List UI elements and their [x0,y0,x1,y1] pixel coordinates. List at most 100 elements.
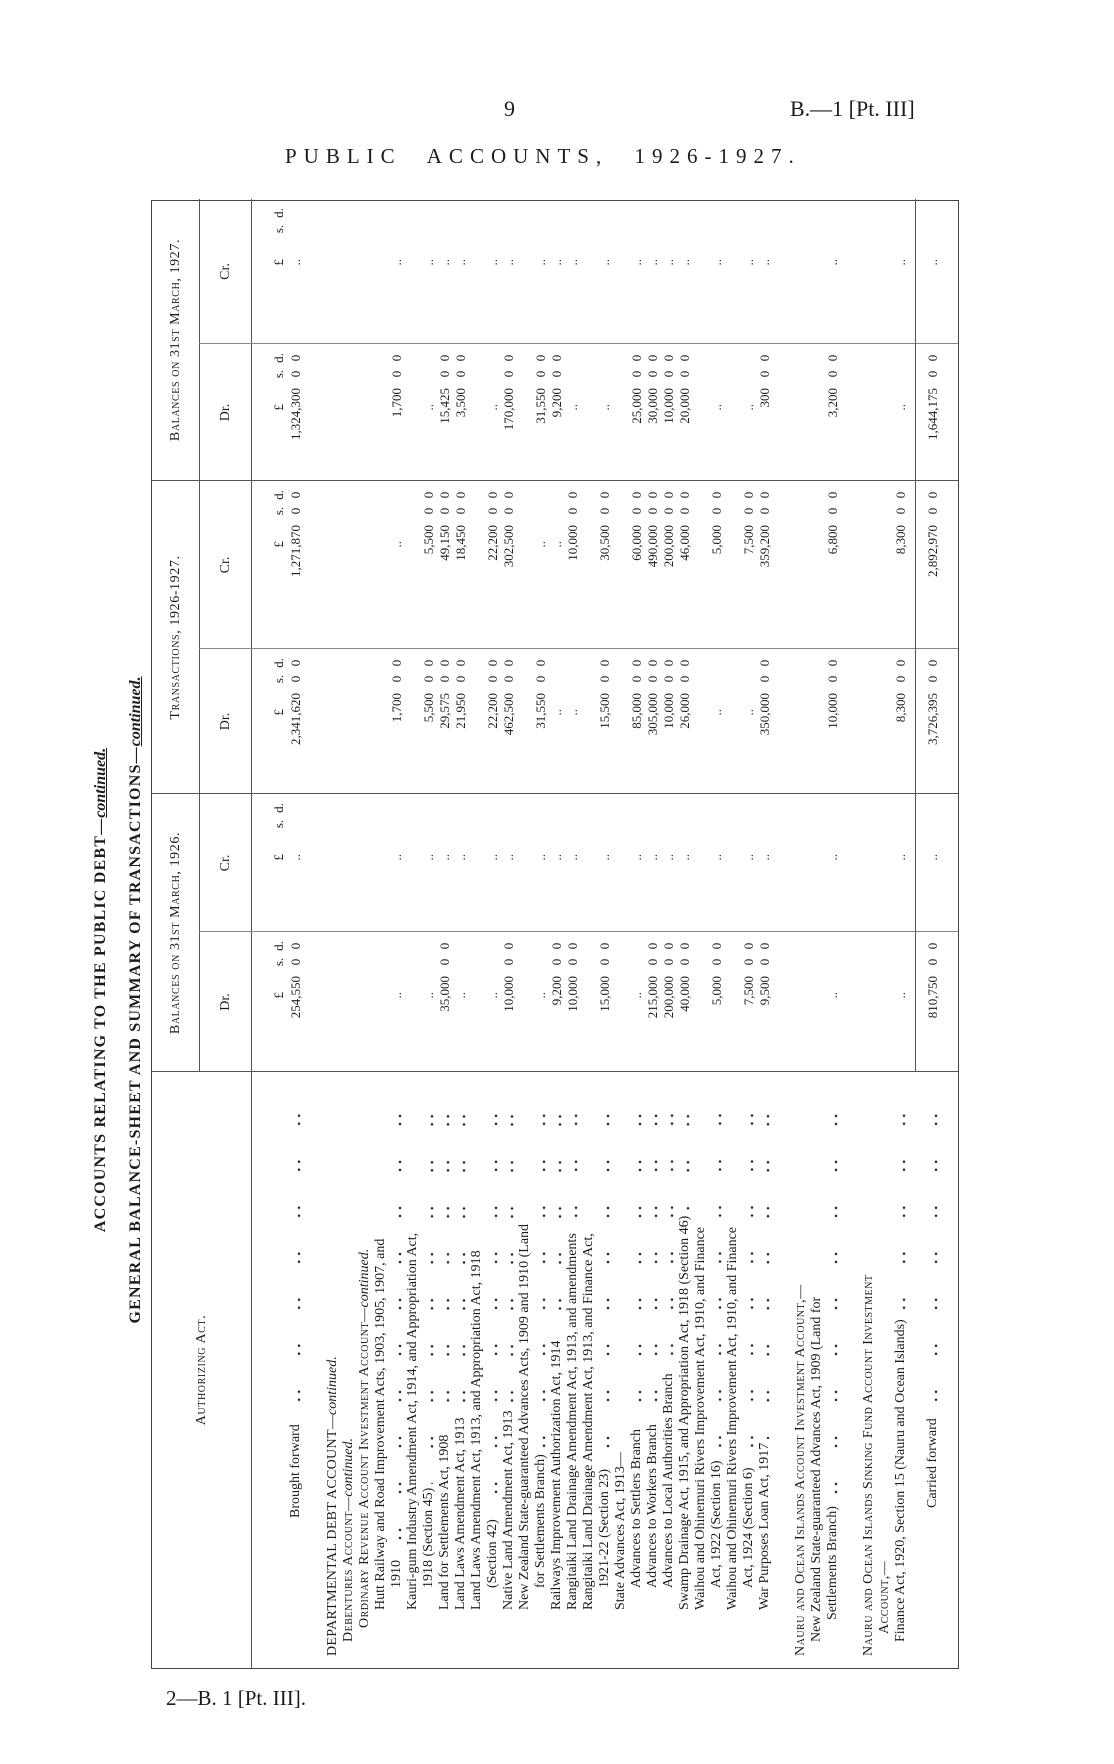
table-row-value: .. [677,259,692,266]
table-row-pence: 0 [389,659,404,667]
table-row-shillings: 0 [757,370,772,378]
header-group-2: Balances on 31st March, 1927. [167,238,183,442]
row-label: Nauru and Ocean Islands Account Investme… [793,1284,808,1656]
table-row-shillings: 0 [501,370,516,378]
dot-leader [925,1082,941,1415]
table-row-shillings: 0 [677,370,692,378]
table-row-pounds: 49,150 [437,525,452,561]
carried-forward-row-shillings: 0 [925,958,940,966]
table-row-value: .. [389,259,404,266]
table-row-shillings: 0 [661,958,676,966]
table-row-value: .. [709,259,724,266]
table-row-value: .. [421,854,436,861]
table-row-pence: 0 [709,491,724,499]
table-row-pence: 0 [661,942,676,950]
table-row-pounds: 60,000 [629,525,644,561]
table-row: Settlements Branch) [825,1078,841,1620]
table-heading-1: ACCOUNTS RELATING TO THE PUBLIC DEBT—con… [92,748,110,1232]
table-row-value: .. [741,854,756,861]
table-row: Railways Improvement Authorization Act, … [549,1078,565,1610]
dot-leader [533,1082,549,1451]
table-row-pence: 0 [453,491,468,499]
table-row-pounds: 1,700 [389,693,404,723]
unit-pence: d. [271,208,286,218]
dot-leader [825,1082,841,1503]
table-row-pounds: 46,000 [677,525,692,561]
unit-pounds: £ [271,404,286,411]
table-row-pounds: 10,000 [825,693,840,729]
table-row-pounds: 40,000 [677,976,692,1012]
row-label: Native Land Amendment Act, 1913 [501,1410,516,1610]
row-label: Railways Improvement Authorization Act, … [549,1340,564,1610]
table-row-pence: 0 [501,354,516,362]
table-row-pence: 0 [421,659,436,667]
table-row-value: .. [757,854,772,861]
table-row-shillings: 0 [565,507,580,515]
table-row-value: .. [565,404,580,411]
table-row-value: .. [485,404,500,411]
table-row-pounds: 3,500 [453,388,468,418]
carried-forward-row-pounds: 2,892,970 [925,525,940,577]
table-row-value: .. [389,541,404,548]
brought-forward-row-pounds: 2,341,620 [288,693,303,745]
table-row-value: .. [757,259,772,266]
carried-forward-row-pounds: 810,750 [925,976,940,1019]
table-row-shillings: 0 [661,675,676,683]
table-row-shillings: 0 [661,507,676,515]
table-row: Rangitaiki Land Drainage Amendment Act, … [565,1078,581,1610]
brought-forward-row-shillings: 0 [288,958,303,966]
row-label: Nauru and Ocean Islands Sinking Fund Acc… [861,1274,876,1656]
table-row: 1918 (Section 45) [421,1078,437,1588]
section-heading: Debentures Account— continued. [341,1078,357,1642]
table-row: Rangitaiki Land Drainage Amendment Act, … [581,1078,597,1610]
table-row-value: .. [421,992,436,999]
table-row: Native Land Amendment Act, 1913 [501,1078,517,1610]
table-row-pounds: 7,500 [741,525,756,555]
table-row-pence: 0 [645,354,660,362]
table-row-pence: 0 [533,354,548,362]
table-row-value: .. [709,854,724,861]
section-heading: State Advances Act, 1913— [613,1078,629,1610]
table-row-shillings: 0 [757,507,772,515]
brought-forward-row-pence: 0 [288,354,303,362]
table-row: for Settlements Branch) [533,1078,549,1588]
table-row-value: .. [533,992,548,999]
table-row-pence: 0 [549,354,564,362]
dot-leader [389,1082,405,1556]
table-row-value: .. [533,541,548,548]
table-row-shillings: 0 [501,507,516,515]
table-row-value: .. [709,404,724,411]
table-row-value: .. [501,854,516,861]
table-row-pounds: 5,000 [709,525,724,555]
table-row-shillings: 0 [597,675,612,683]
table-row-value: .. [597,404,612,411]
table-row-value: .. [501,259,516,266]
header-authorizing-act: Authorizing Act. [193,1314,209,1426]
table-row-pounds: 10,000 [501,976,516,1012]
page-title: PUBLIC ACCOUNTS, 1926-1927. [285,144,801,168]
table-row-value: .. [629,259,644,266]
dot-leader [485,1082,501,1516]
table-row-pounds: 25,000 [629,388,644,424]
table-row-shillings: 0 [437,675,452,683]
table-row-shillings: 0 [893,675,908,683]
table-row-shillings: 0 [549,370,564,378]
row-label: Debentures Account— [341,1496,356,1642]
row-label: Waihou and Ohinemuri Rivers Improvement … [693,1226,708,1610]
unit-pence: d. [271,658,286,668]
carried-forward-row-pounds: 1,644,175 [925,388,940,440]
section-heading: Nauru and Ocean Islands Sinking Fund Acc… [861,1078,877,1656]
table-row-pence: 0 [757,491,772,499]
table-row-value: .. [421,259,436,266]
table-row-value: .. [661,259,676,266]
row-label: Land Laws Amendment Act, 1913, and Appro… [469,1250,484,1610]
table-row-shillings: 0 [741,507,756,515]
table-row-value: .. [453,992,468,999]
header-cr: Cr. [217,854,233,872]
table-row-value: .. [565,709,580,716]
table-row-shillings: 0 [709,958,724,966]
brought-forward-row-pence: 0 [288,942,303,950]
dot-leader [661,1082,677,1370]
section-heading: Ordinary Revenue Account Investment Acco… [357,1078,373,1628]
table-row-value: .. [825,854,840,861]
